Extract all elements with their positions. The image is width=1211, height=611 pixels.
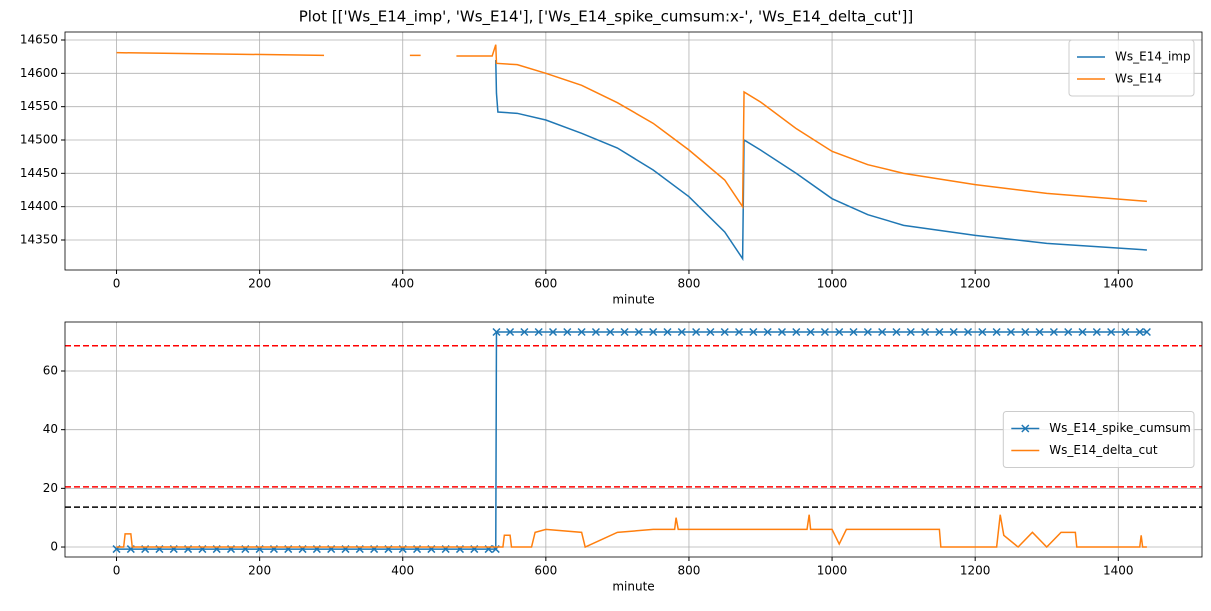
marker [978,327,987,337]
marker [1107,327,1116,337]
x-tick-label: 400 [391,564,414,578]
axes-frame [64,31,1203,271]
legend-marker [1021,424,1030,433]
marker [892,327,901,337]
marker [634,327,643,337]
plot-area [65,327,1202,554]
marker [1064,327,1073,337]
marker [777,327,787,337]
x-tick-label: 1200 [960,564,991,578]
y-tick-label: 14450 [20,166,58,180]
marker [591,327,600,337]
marker [1049,327,1058,337]
x-tick-label: 200 [248,277,271,291]
axes-frame [64,321,1203,558]
legend-box [1068,39,1195,97]
marker [792,327,801,337]
axes: 0 200 400 600 800 1000 1200 1400 0 20 40 60 minute Ws… [43,321,1203,594]
marker [935,327,944,337]
y-tick-label: 14550 [20,99,58,113]
marker [577,327,586,337]
x-tick-label: 1000 [817,564,848,578]
marker [963,327,973,337]
legend-label: Ws_E14_spike_cumsum [1049,421,1191,435]
y-tick-label: 14500 [20,133,58,147]
x-axis-label: minute [612,580,654,594]
marker [849,327,858,337]
axes: 0 200 400 600 800 1000 1200 1400 14350 14400 14450… [20,31,1203,307]
y-tick-label: 40 [43,422,58,436]
marker [649,327,658,337]
marker [878,327,887,337]
legend-label: Ws_E14 [1115,72,1162,86]
legend-box [1002,411,1195,468]
x-tick-label: 600 [534,564,557,578]
marker [620,327,629,337]
marker [863,327,872,337]
y-tick-label: 14400 [20,199,58,213]
x-tick-label: 600 [534,277,557,291]
figure-title: Plot [['Ws_E14_imp', 'Ws_E14'], ['Ws_E14… [299,8,914,27]
marker [906,327,915,337]
marker [763,327,772,337]
marker [706,327,715,337]
x-tick-label: 800 [678,564,701,578]
y-tick-label: 20 [43,481,58,495]
y-tick-label: 14600 [20,66,58,80]
marker [749,327,758,337]
x-tick-label: 800 [678,277,701,291]
x-tick-label: 1000 [817,277,848,291]
marker [921,327,930,337]
x-tick-label: 1200 [960,277,991,291]
marker [1006,327,1015,337]
marker [520,327,529,337]
marker [1121,327,1130,337]
marker [1092,327,1101,337]
plot-area [116,44,1147,262]
marker [1035,327,1044,337]
x-tick-label: 1400 [1103,277,1134,291]
marker [806,327,815,337]
legend-label: Ws_E14_delta_cut [1049,443,1158,457]
marker [506,327,515,337]
marker [1135,327,1144,337]
x-tick-label: 1400 [1103,564,1134,578]
x-tick-label: 0 [113,564,121,578]
marker [677,327,686,337]
x-tick-label: 200 [248,564,271,578]
y-tick-label: 14650 [20,33,58,47]
marker [720,327,729,337]
series-line [116,514,1147,549]
marker [563,327,572,337]
marker [534,327,543,337]
marker [663,327,672,337]
marker [1142,327,1151,337]
marker [1021,327,1030,337]
marker [692,327,701,337]
y-tick-label: 14350 [20,233,58,247]
marker [735,327,744,337]
x-axis-label: minute [612,293,654,307]
series-line [495,59,1147,262]
marker [548,327,558,337]
marker [835,327,844,337]
series-line [116,44,1147,210]
marker [820,327,829,337]
marker [606,327,615,337]
legend-label: Ws_E14_imp [1115,50,1191,64]
y-tick-label: 60 [43,363,58,377]
x-tick-label: 0 [113,277,121,291]
marker [1078,327,1087,337]
marker [992,327,1001,337]
marker [492,327,501,337]
x-tick-label: 400 [391,277,414,291]
y-tick-label: 0 [50,540,58,554]
marker [949,327,958,337]
